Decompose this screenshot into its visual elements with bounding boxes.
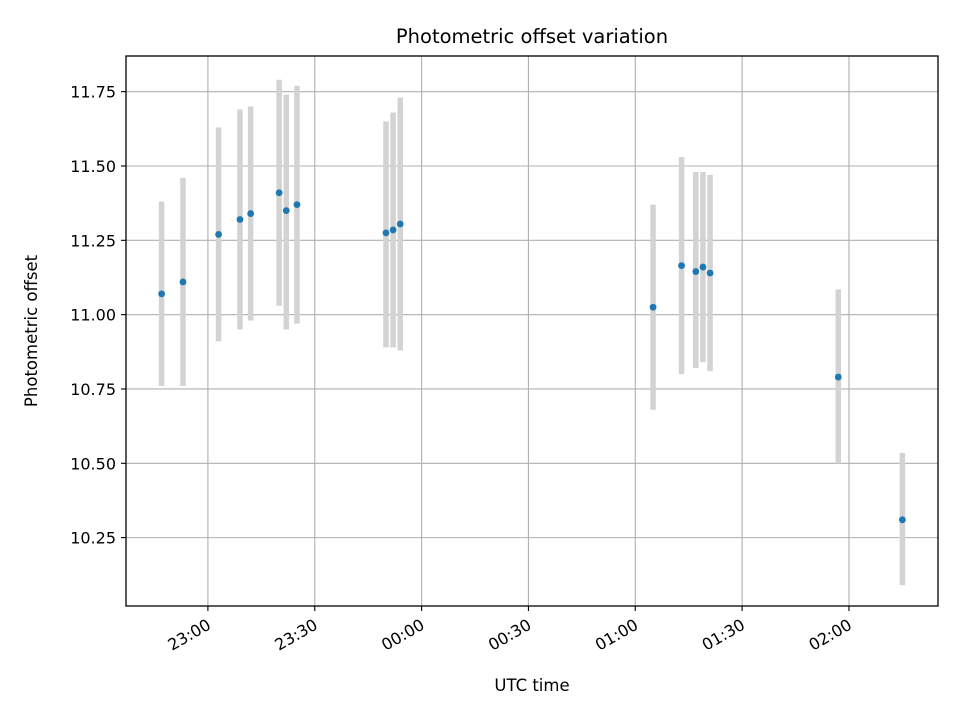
chart-title: Photometric offset variation [396, 25, 668, 48]
grid [126, 56, 938, 606]
data-point [158, 290, 166, 298]
data-point [282, 207, 290, 214]
data-point [678, 262, 685, 269]
y-axis: 10.25 10.50 10.75 11.00 11.25 11.50 11.75 [70, 83, 126, 548]
data-point [215, 230, 222, 238]
data-point [834, 373, 842, 381]
data-points [158, 189, 906, 524]
data-point [275, 189, 283, 197]
y-tick-label: 10.25 [70, 529, 116, 548]
data-point [699, 263, 707, 271]
data-point [179, 278, 187, 286]
y-tick-label: 10.75 [70, 380, 116, 399]
data-point [382, 229, 390, 237]
x-axis-label: UTC time [494, 676, 569, 695]
data-point [649, 303, 657, 311]
data-point [247, 210, 255, 217]
y-tick-label: 11.50 [70, 157, 116, 176]
data-point [236, 216, 244, 223]
data-point [706, 269, 714, 277]
y-tick-label: 11.25 [70, 231, 116, 250]
data-point [293, 201, 301, 209]
data-point [692, 268, 700, 275]
plot-frame [125, 55, 939, 607]
y-tick-label: 10.50 [70, 454, 116, 473]
data-point [396, 220, 404, 228]
data-point [898, 516, 906, 524]
y-axis-label: Photometric offset [22, 254, 41, 407]
y-tick-label: 11.75 [70, 83, 116, 102]
y-tick-label: 11.00 [70, 306, 116, 325]
data-point [389, 226, 397, 234]
